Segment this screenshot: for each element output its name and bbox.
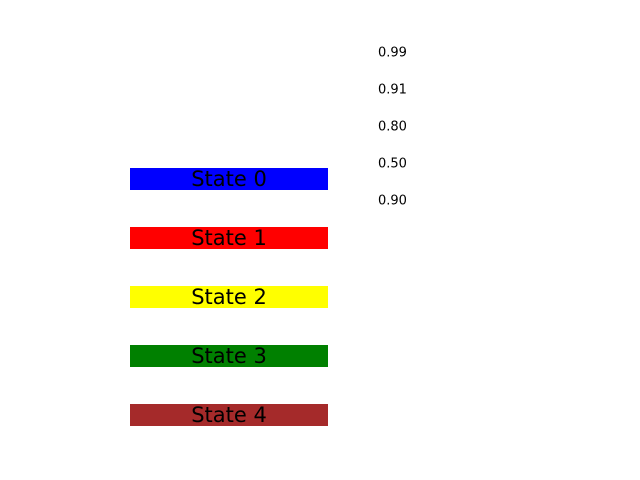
- state-label-3: State 3: [191, 344, 267, 368]
- value-label-4: 0.90: [378, 194, 407, 209]
- state-bar-1: [130, 227, 328, 249]
- state-label-0: State 0: [191, 167, 267, 191]
- state-bar-3: [130, 345, 328, 367]
- value-label-1: 0.91: [378, 83, 407, 98]
- value-list: 0.99 0.91 0.80 0.50 0.90: [378, 46, 407, 209]
- value-label-3: 0.50: [378, 157, 407, 172]
- state-label-2: State 2: [191, 285, 267, 309]
- state-bar-2: [130, 286, 328, 308]
- state-bar-4: [130, 404, 328, 426]
- state-bars: State 0 State 1 State 2 State 3 State 4: [130, 167, 328, 427]
- value-label-2: 0.80: [378, 120, 407, 135]
- state-label-4: State 4: [191, 403, 267, 427]
- state-bar-0: [130, 168, 328, 190]
- value-label-0: 0.99: [378, 46, 407, 61]
- state-label-1: State 1: [191, 226, 267, 250]
